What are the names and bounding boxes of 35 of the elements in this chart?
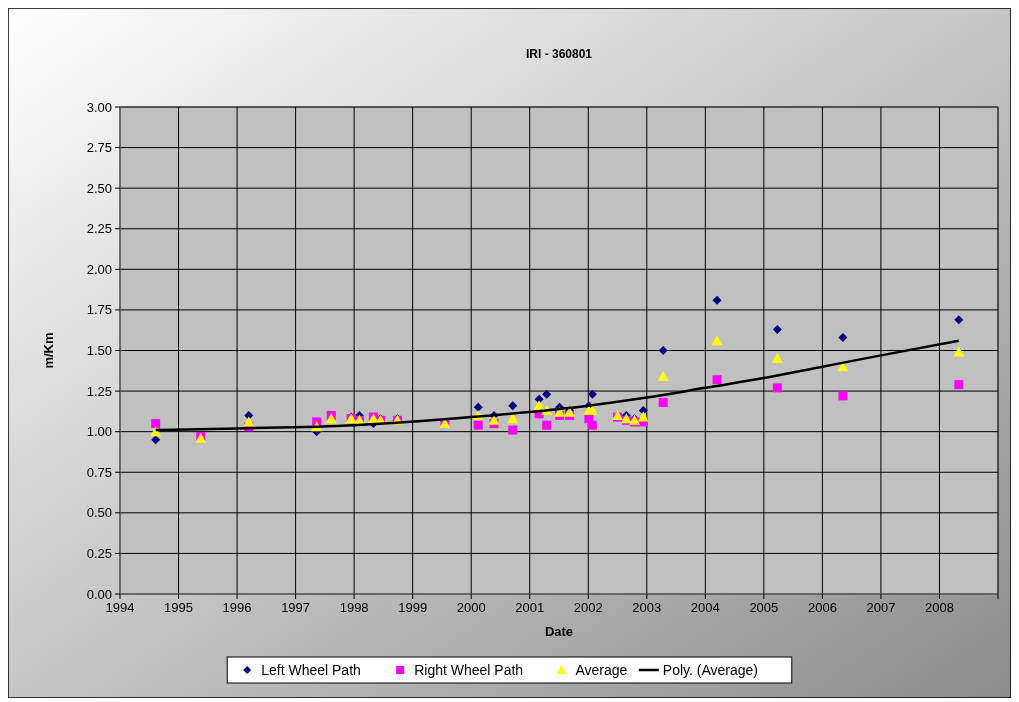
- x-tick-label: 1994: [105, 600, 135, 615]
- x-tick-label: 1996: [222, 600, 252, 615]
- x-tick-label: 2004: [690, 600, 720, 615]
- y-tick-label: 0.50: [86, 505, 112, 521]
- x-tick-label: 2007: [866, 600, 896, 615]
- y-tick-label: 3.00: [86, 99, 112, 115]
- y-tick-label: 2.50: [86, 180, 112, 196]
- y-tick-label: 0.25: [86, 545, 112, 561]
- x-tick-label: 1995: [164, 600, 193, 615]
- x-tick-label: 2008: [925, 600, 954, 615]
- x-tick-label: 2001: [515, 600, 545, 615]
- x-tick-label: 1998: [339, 600, 369, 615]
- x-tick-label: 2003: [632, 600, 662, 615]
- legend-label: Left Wheel Path: [261, 662, 361, 678]
- x-tick-label: 1999: [398, 600, 428, 615]
- y-tick-label: 1.25: [86, 383, 112, 399]
- legend-label: Poly. (Average): [662, 662, 758, 678]
- x-tick-label: 2000: [456, 600, 486, 615]
- y-tick-label: 2.75: [86, 140, 112, 156]
- y-tick-label: 1.75: [86, 302, 112, 318]
- y-tick-label: 0.00: [86, 586, 112, 602]
- x-tick-label: 2002: [573, 600, 603, 615]
- y-tick-label: 2.00: [86, 261, 112, 277]
- x-tick-label: 2006: [807, 600, 837, 615]
- chart-title: IRI - 360801: [525, 47, 593, 61]
- x-tick-label: 2005: [749, 600, 779, 615]
- y-tick-label: 1.00: [86, 424, 112, 440]
- legend-label: Average: [575, 662, 628, 678]
- y-axis-title: m/Km: [41, 332, 56, 369]
- x-axis-title: Date: [544, 624, 574, 639]
- legend-label: Right Wheel Path: [414, 662, 524, 678]
- x-tick-label: 1997: [281, 600, 311, 615]
- y-tick-label: 0.75: [86, 464, 112, 480]
- y-tick-label: 1.50: [86, 343, 112, 358]
- y-tick-label: 2.25: [86, 221, 112, 237]
